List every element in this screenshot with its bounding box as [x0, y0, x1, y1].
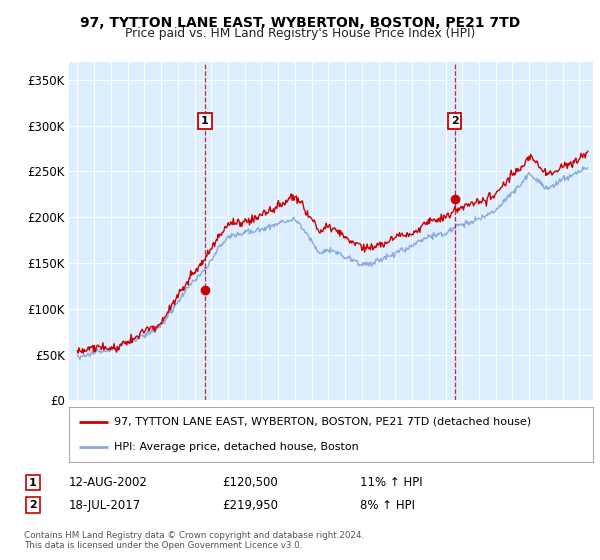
Text: Price paid vs. HM Land Registry's House Price Index (HPI): Price paid vs. HM Land Registry's House …: [125, 27, 475, 40]
Text: 97, TYTTON LANE EAST, WYBERTON, BOSTON, PE21 7TD: 97, TYTTON LANE EAST, WYBERTON, BOSTON, …: [80, 16, 520, 30]
Text: HPI: Average price, detached house, Boston: HPI: Average price, detached house, Bost…: [113, 442, 358, 452]
Text: 2: 2: [29, 500, 37, 510]
Text: 1: 1: [29, 478, 37, 488]
Text: £120,500: £120,500: [222, 476, 278, 489]
Text: Contains HM Land Registry data © Crown copyright and database right 2024.
This d: Contains HM Land Registry data © Crown c…: [24, 531, 364, 550]
Text: 8% ↑ HPI: 8% ↑ HPI: [360, 498, 415, 512]
Text: 11% ↑ HPI: 11% ↑ HPI: [360, 476, 422, 489]
Text: £219,950: £219,950: [222, 498, 278, 512]
Text: 2: 2: [451, 116, 458, 126]
Text: 12-AUG-2002: 12-AUG-2002: [69, 476, 148, 489]
Text: 1: 1: [201, 116, 209, 126]
Text: 97, TYTTON LANE EAST, WYBERTON, BOSTON, PE21 7TD (detached house): 97, TYTTON LANE EAST, WYBERTON, BOSTON, …: [113, 417, 530, 427]
Text: 18-JUL-2017: 18-JUL-2017: [69, 498, 141, 512]
